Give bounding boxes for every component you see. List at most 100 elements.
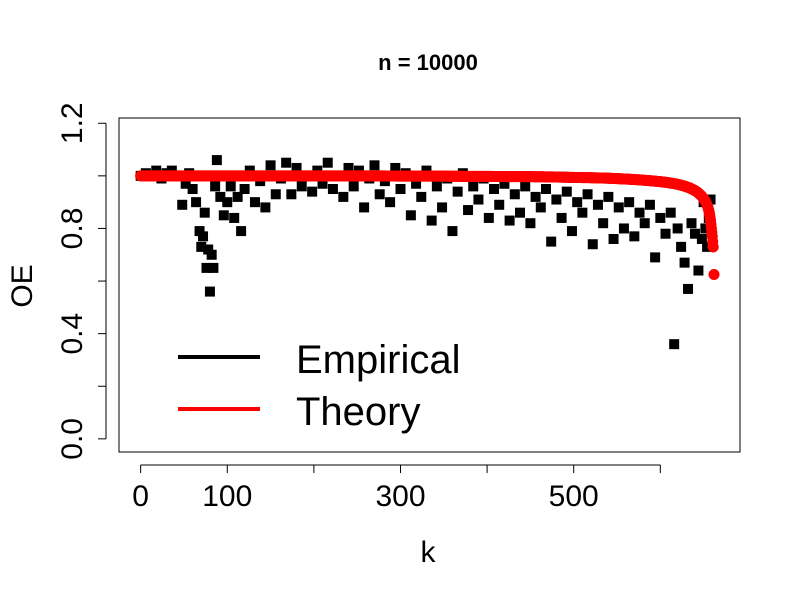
empirical-point	[229, 212, 240, 223]
empirical-point	[535, 202, 546, 213]
empirical-point	[359, 202, 370, 213]
empirical-point	[431, 181, 442, 192]
empirical-point	[696, 233, 707, 244]
empirical-point	[204, 286, 215, 297]
empirical-point	[232, 191, 243, 202]
empirical-point	[281, 157, 292, 168]
empirical-point	[296, 181, 307, 192]
empirical-point	[265, 160, 276, 171]
empirical-point	[556, 212, 567, 223]
empirical-point	[509, 189, 520, 200]
empirical-point	[187, 184, 198, 195]
empirical-point	[405, 210, 416, 221]
empirical-point	[249, 197, 260, 208]
empirical-point	[198, 231, 209, 242]
legend-label-empirical: Empirical	[296, 338, 460, 382]
empirical-point	[665, 207, 676, 218]
x-axis-label: k	[421, 536, 437, 569]
empirical-point	[587, 239, 598, 250]
empirical-point	[650, 252, 661, 263]
empirical-point	[561, 186, 572, 197]
empirical-point	[572, 197, 583, 208]
empirical-point	[629, 231, 640, 242]
empirical-point	[639, 218, 650, 229]
x-tick-label: 500	[549, 480, 599, 513]
empirical-point	[468, 181, 479, 192]
y-tick-label: 0.8	[56, 208, 89, 250]
empirical-point	[530, 191, 541, 202]
empirical-point	[199, 207, 210, 218]
empirical-point	[348, 181, 359, 192]
empirical-point	[421, 165, 432, 176]
empirical-point	[463, 205, 474, 216]
empirical-point	[416, 191, 427, 202]
empirical-point	[447, 226, 458, 237]
empirical-point	[655, 212, 666, 223]
empirical-point	[215, 191, 226, 202]
empirical-point	[369, 160, 380, 171]
empirical-point	[317, 178, 328, 189]
empirical-point	[515, 207, 526, 218]
empirical-point	[211, 155, 222, 166]
y-axis-label: OE	[6, 264, 39, 307]
empirical-point	[201, 262, 212, 273]
empirical-point	[206, 249, 217, 260]
empirical-point	[338, 191, 349, 202]
empirical-point	[307, 186, 318, 197]
empirical-point	[177, 199, 188, 210]
x-tick-label: 300	[375, 480, 425, 513]
theory-series	[135, 170, 720, 280]
empirical-point	[322, 157, 333, 168]
empirical-point	[343, 162, 354, 173]
empirical-point	[504, 215, 515, 226]
empirical-point	[551, 194, 562, 205]
empirical-point	[473, 194, 484, 205]
empirical-point	[577, 207, 588, 218]
empirical-point	[546, 236, 557, 247]
empirical-point	[679, 257, 690, 268]
x-axis: 0 100 300 500	[132, 464, 661, 513]
empirical-point	[499, 178, 510, 189]
empirical-point	[489, 184, 500, 195]
x-tick-label: 100	[202, 480, 252, 513]
empirical-point	[520, 181, 531, 192]
empirical-point	[483, 212, 494, 223]
chart-title: n = 10000	[378, 50, 478, 75]
legend-label-theory: Theory	[296, 390, 421, 434]
empirical-point	[385, 197, 396, 208]
empirical-point	[210, 181, 221, 192]
plot-frame	[118, 117, 741, 453]
empirical-point	[327, 184, 338, 195]
empirical-point	[239, 184, 250, 195]
empirical-point	[270, 189, 281, 200]
y-tick-label: 1.2	[56, 102, 89, 144]
empirical-point	[426, 215, 437, 226]
empirical-point	[660, 228, 671, 239]
empirical-point	[437, 202, 448, 213]
empirical-point	[286, 189, 297, 200]
empirical-point	[686, 218, 697, 229]
empirical-point	[191, 197, 202, 208]
empirical-point	[260, 202, 271, 213]
empirical-point	[374, 189, 385, 200]
empirical-point	[613, 202, 624, 213]
empirical-point	[702, 241, 713, 252]
empirical-point	[494, 199, 505, 210]
x-tick-label: 0	[132, 480, 149, 513]
empirical-point	[291, 162, 302, 173]
empirical-point	[225, 181, 236, 192]
empirical-point	[676, 241, 687, 252]
empirical-point	[390, 162, 401, 173]
y-tick-label: 0.4	[56, 313, 89, 355]
empirical-point	[683, 283, 694, 294]
empirical-point	[582, 189, 593, 200]
empirical-point	[634, 207, 645, 218]
empirical-point	[222, 197, 233, 208]
empirical-point	[603, 191, 614, 202]
empirical-point	[218, 210, 229, 221]
empirical-point	[693, 265, 704, 276]
empirical-point	[180, 178, 191, 189]
empirical-point	[411, 178, 422, 189]
empirical-point	[644, 199, 655, 210]
